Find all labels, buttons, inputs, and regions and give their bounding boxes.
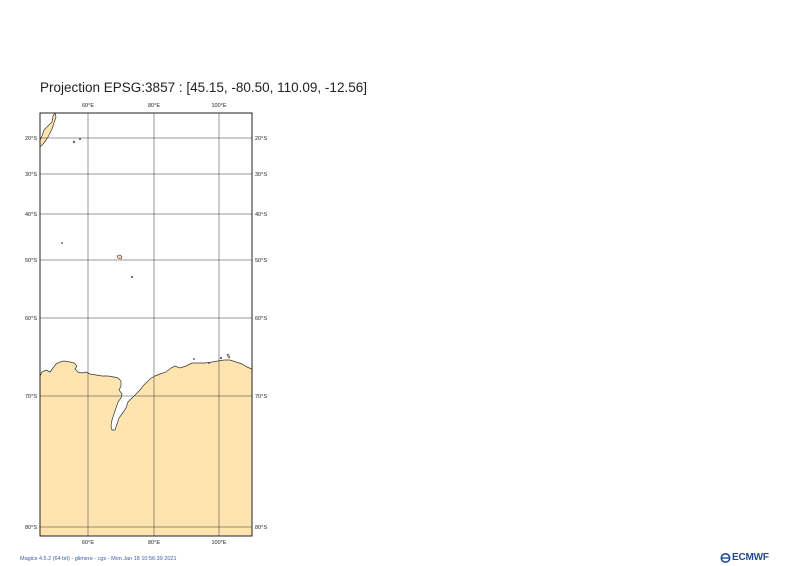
ecmwf-logo-icon xyxy=(720,552,731,563)
graticule xyxy=(40,113,252,536)
map-frame xyxy=(39,112,253,537)
madagascar-land xyxy=(39,112,57,148)
lon-label-bottom-100: 100°E xyxy=(211,540,226,546)
lat-label-right-80s: 80°S xyxy=(255,525,267,531)
lat-label-left-80s: 80°S xyxy=(25,525,37,531)
lat-label-left-50s: 50°S xyxy=(25,258,37,264)
map-title: Projection EPSG:3857 : [45.15, -80.50, 1… xyxy=(40,80,367,95)
lat-label-right-60s: 60°S xyxy=(255,316,267,322)
lat-label-right-50s: 50°S xyxy=(255,258,267,264)
lat-label-left-40s: 40°S xyxy=(25,212,37,218)
footer-credit: Magics 4.5.2 (64 bit) - glimere - cgs - … xyxy=(20,556,177,562)
lon-label-bottom-80: 80°E xyxy=(148,540,160,546)
small-islands xyxy=(61,138,231,364)
lat-label-right-40s: 40°S xyxy=(255,212,267,218)
lon-label-top-100: 100°E xyxy=(211,103,226,109)
lon-label-top-60: 60°E xyxy=(82,103,94,109)
lat-label-left-30s: 30°S xyxy=(25,172,37,178)
lat-label-right-30s: 30°S xyxy=(255,172,267,178)
lat-label-left-70s: 70°S xyxy=(25,394,37,400)
antarctica-land xyxy=(39,359,253,537)
lat-label-left-20s: 20°S xyxy=(25,136,37,142)
lon-label-bottom-60: 60°E xyxy=(82,540,94,546)
lat-label-left-60s: 60°S xyxy=(25,316,37,322)
lat-label-right-70s: 70°S xyxy=(255,394,267,400)
ecmwf-logo: ECMWF xyxy=(720,552,769,563)
lat-label-right-20s: 20°S xyxy=(255,136,267,142)
ecmwf-logo-text: ECMWF xyxy=(732,552,769,563)
lon-label-top-80: 80°E xyxy=(148,103,160,109)
